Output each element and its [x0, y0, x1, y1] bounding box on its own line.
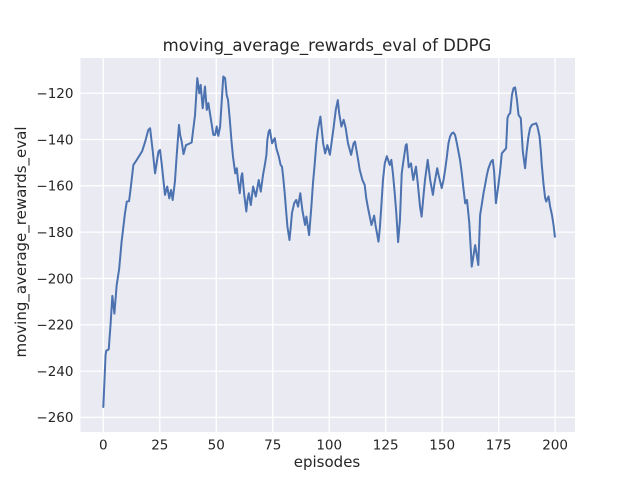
x-tick-label: 200	[542, 438, 568, 454]
y-tick-label: −160	[36, 179, 73, 195]
x-tick-label: 125	[373, 438, 399, 454]
axes-background	[80, 58, 575, 432]
y-tick-label: −200	[36, 271, 73, 287]
x-tick-label: 75	[264, 438, 281, 454]
x-tick-label: 175	[486, 438, 512, 454]
y-axis-label: moving_average_rewards_eval	[12, 126, 30, 358]
y-tick-label: −120	[36, 86, 73, 102]
x-tick-label: 25	[151, 438, 168, 454]
y-tick-label: −260	[36, 410, 73, 426]
y-tick-label: −240	[36, 364, 73, 380]
y-tick-label: −140	[36, 132, 73, 148]
y-tick-label: −180	[36, 225, 73, 241]
x-axis-label: episodes	[293, 453, 361, 471]
y-tick-label: −220	[36, 318, 73, 334]
x-tick-label: 0	[99, 438, 108, 454]
x-tick-label: 150	[429, 438, 455, 454]
x-tick-label: 50	[208, 438, 225, 454]
x-tick-label: 100	[316, 438, 342, 454]
data-line-moving_average_rewards_eval	[102, 75, 556, 408]
chart-title: moving_average_rewards_eval of DDPG	[162, 36, 492, 55]
